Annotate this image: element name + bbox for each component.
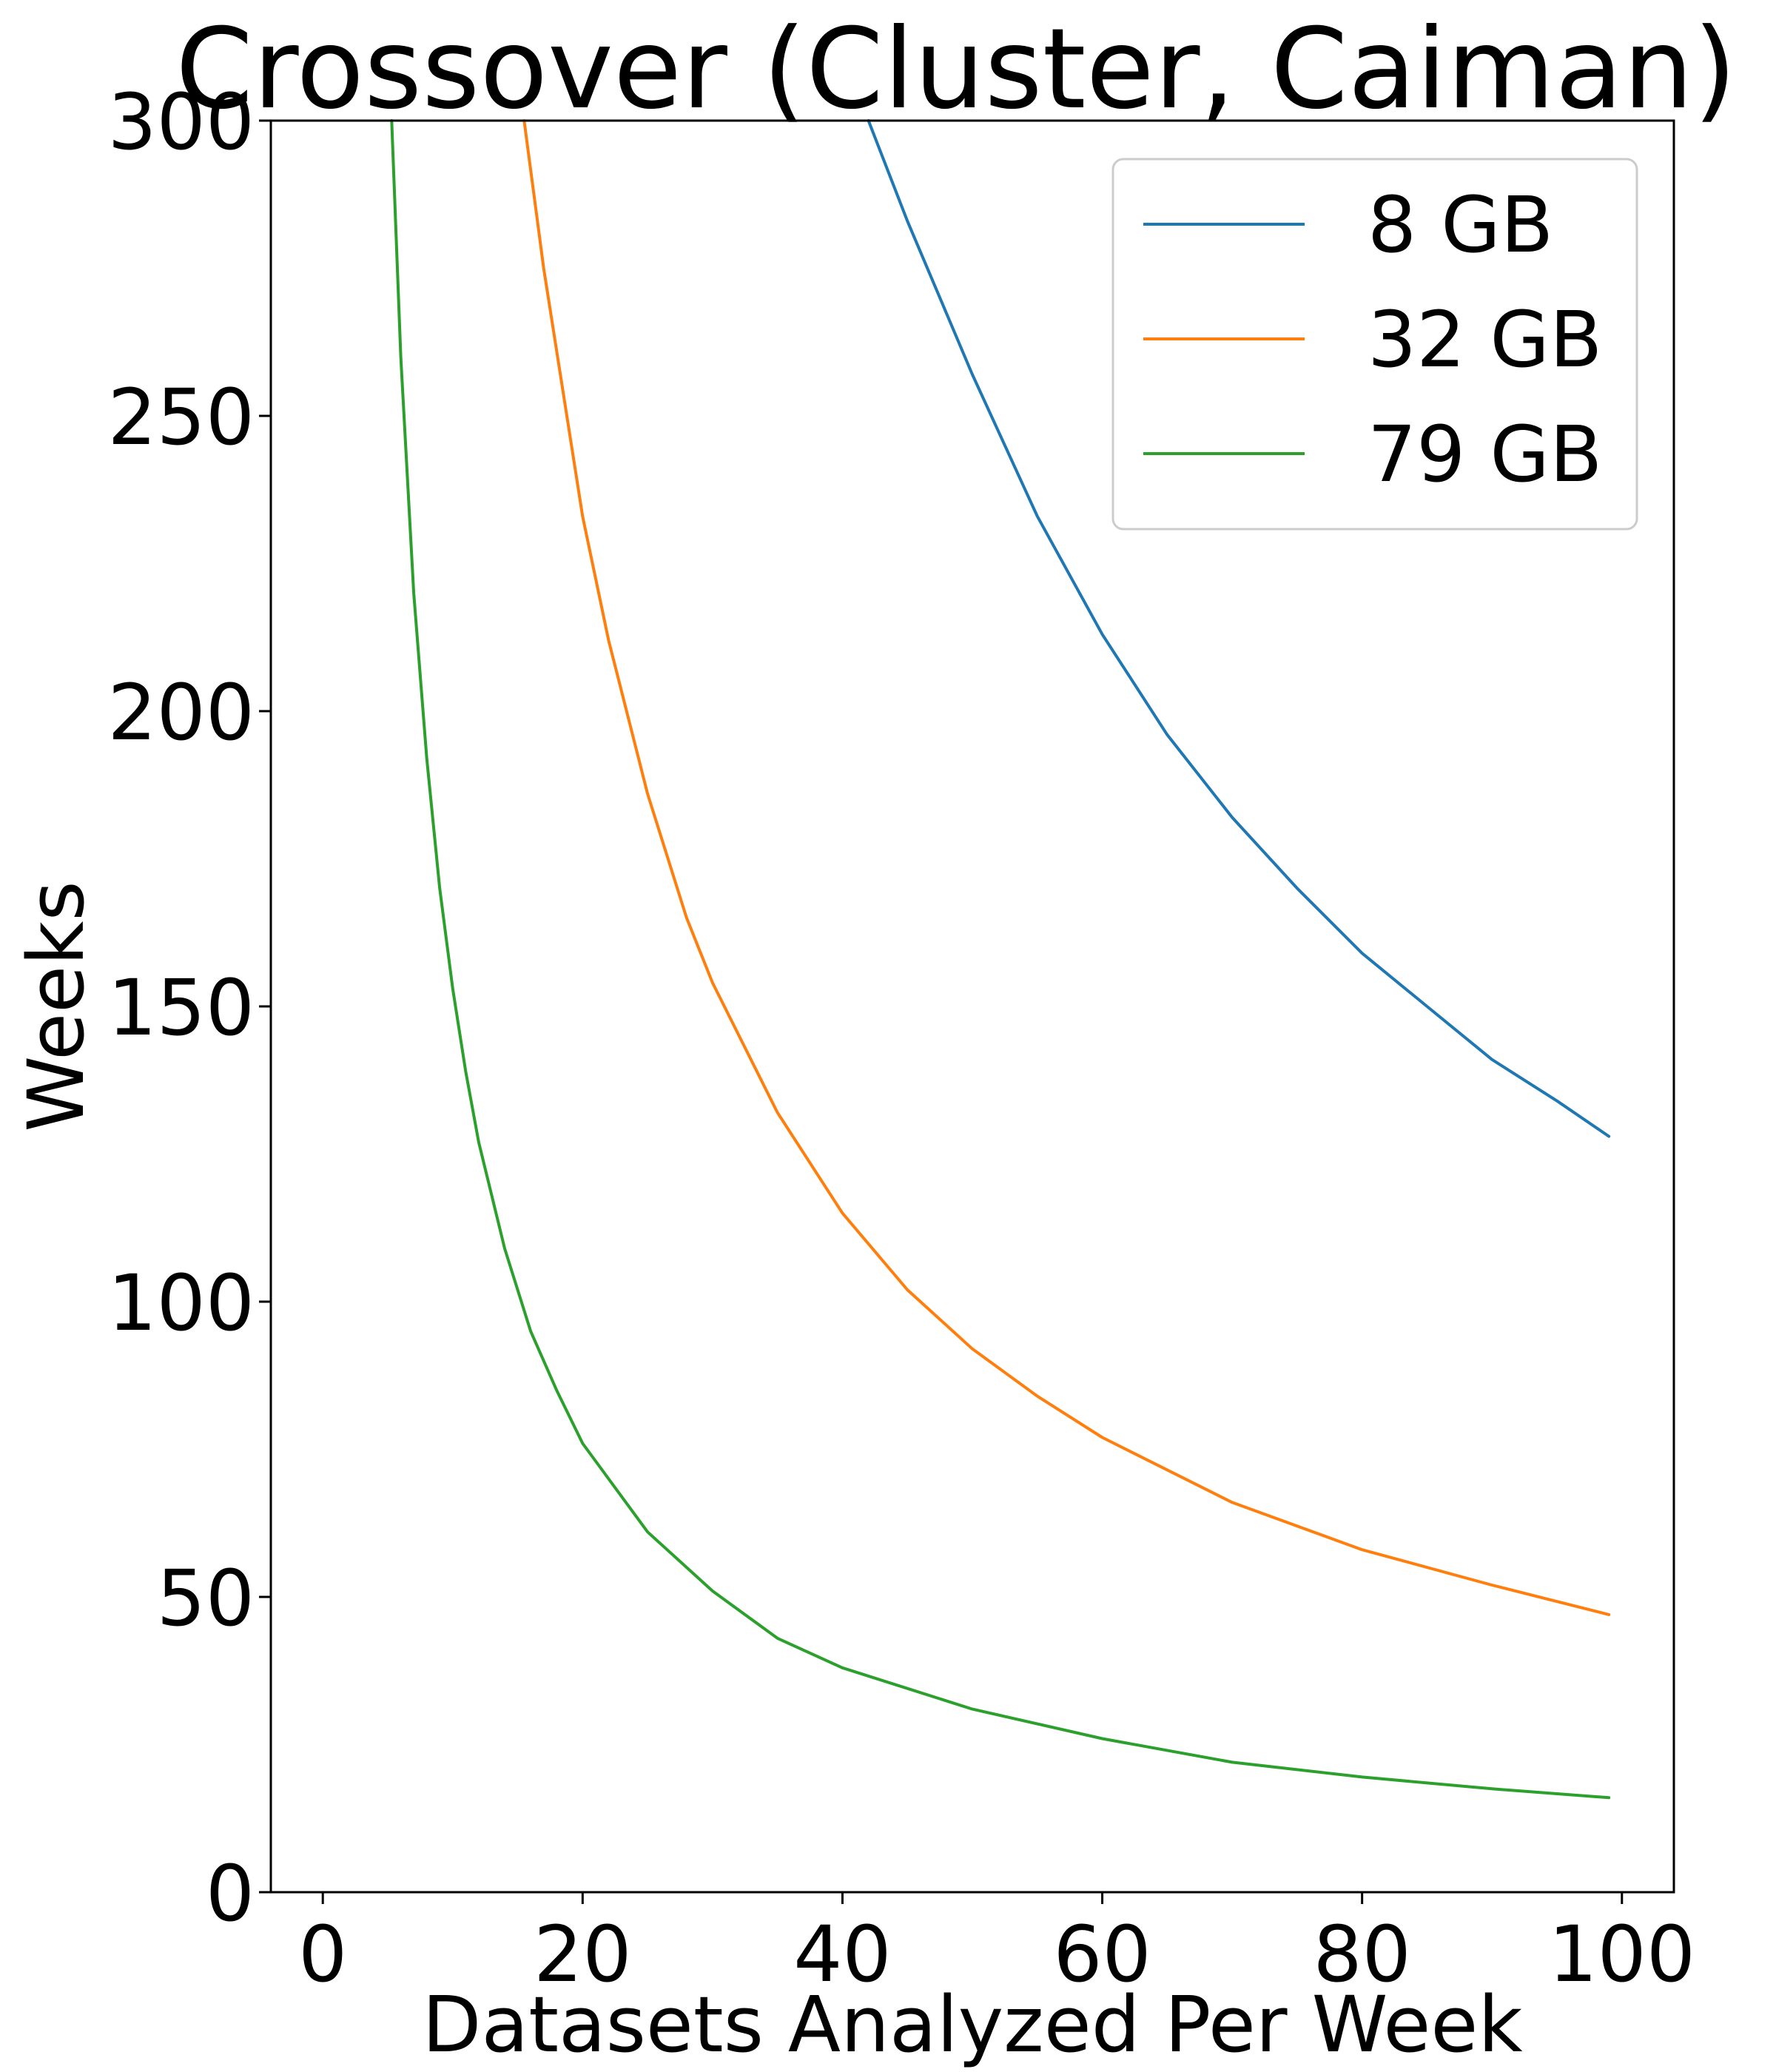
legend-label: 8 GB [1368, 180, 1553, 270]
series-layer [390, 119, 1611, 1800]
y-tick-label: 50 [157, 1553, 255, 1644]
y-tick-label: 100 [107, 1258, 255, 1348]
y-tick-label: 300 [107, 77, 255, 167]
x-axis-title: Datasets Analyzed Per Week [422, 1980, 1522, 2070]
series-line-79-gb [390, 119, 1611, 1800]
x-tick-label: 0 [298, 1909, 347, 1999]
series-line-8-gb [867, 119, 1611, 1138]
x-tick-label: 20 [534, 1909, 631, 1999]
legend-box [1111, 158, 1638, 531]
y-axis-ticks: 0 50 100 150 200 250 300 [107, 77, 271, 1939]
y-tick-label: 150 [107, 963, 255, 1053]
plot-area-frame [269, 119, 1675, 1894]
legend-label: 79 GB [1368, 409, 1602, 500]
y-axis-title: Weeks [11, 881, 101, 1131]
legend: 8 GB 32 GB 79 GB [1111, 158, 1638, 531]
x-axis-ticks: 0 20 40 60 80 100 [298, 1892, 1695, 1999]
x-tick-label: 60 [1053, 1909, 1151, 1999]
x-tick-label: 100 [1549, 1909, 1696, 1999]
legend-label: 32 GB [1368, 295, 1602, 385]
y-tick-label: 0 [206, 1849, 255, 1939]
y-tick-label: 250 [107, 372, 255, 462]
chart-title: Crossover (Cluster, Caiman) [175, 5, 1737, 134]
x-tick-label: 40 [793, 1909, 891, 1999]
y-tick-label: 200 [107, 667, 255, 758]
series-line-32-gb [522, 119, 1611, 1616]
x-tick-label: 80 [1313, 1909, 1410, 1999]
legend-entries: 8 GB 32 GB 79 GB [1143, 180, 1602, 500]
